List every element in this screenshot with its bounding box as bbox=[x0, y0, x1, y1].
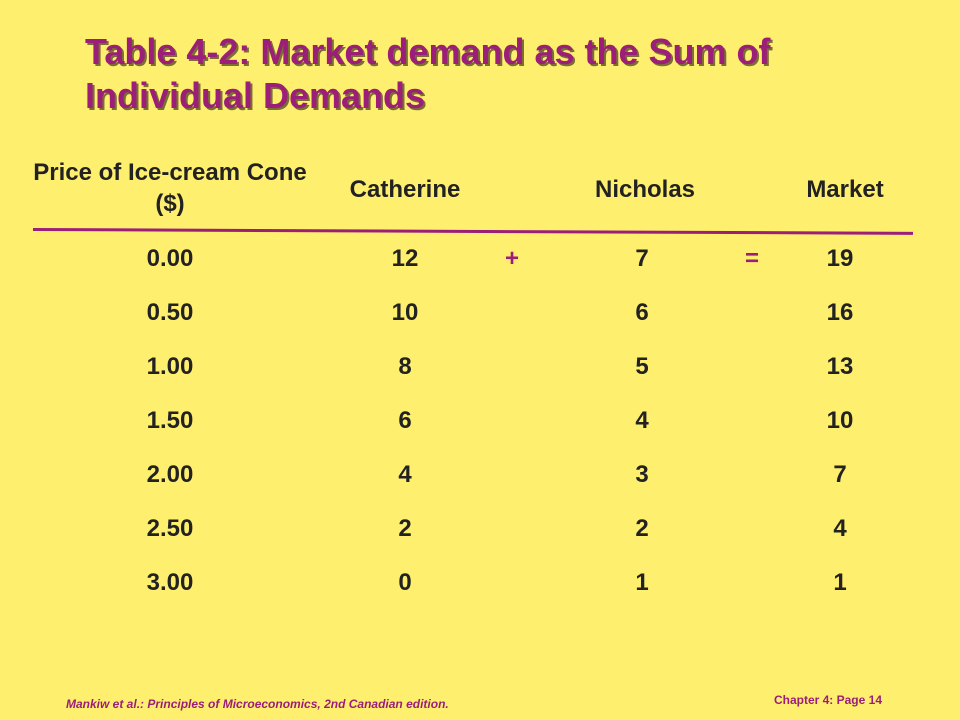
cell-catherine: 2 bbox=[398, 515, 412, 542]
cell-market: 19 bbox=[826, 245, 854, 272]
cell-nicholas: 1 bbox=[635, 569, 649, 596]
cell-catherine: 12 bbox=[391, 245, 419, 272]
header-catherine: Catherine bbox=[349, 176, 461, 203]
cell-catherine: 6 bbox=[398, 407, 412, 434]
footer-citation: Mankiw et al.: Principles of Microeconom… bbox=[66, 697, 449, 711]
cell-nicholas: 2 bbox=[635, 515, 649, 542]
header-market: Market bbox=[806, 176, 884, 203]
cell-catherine: 4 bbox=[398, 461, 412, 488]
equals-sign: = bbox=[744, 245, 759, 272]
cell-market: 4 bbox=[833, 515, 847, 542]
plus-sign: + bbox=[504, 245, 519, 272]
header-price: Price of Ice-cream Cone ($) bbox=[33, 159, 307, 217]
cell-nicholas: 4 bbox=[635, 407, 649, 434]
footer-page-number: Chapter 4: Page 14 bbox=[773, 693, 882, 707]
header-divider bbox=[32, 228, 913, 235]
cell-market: 10 bbox=[826, 407, 854, 434]
cell-catherine: 10 bbox=[391, 299, 419, 326]
cell-catherine: 8 bbox=[398, 353, 412, 380]
header-nicholas: Nicholas bbox=[594, 176, 696, 203]
cell-price: 2.00 bbox=[146, 461, 194, 488]
cell-catherine: 0 bbox=[398, 569, 412, 596]
cell-nicholas: 6 bbox=[635, 299, 649, 326]
slide-title: Table 4-2: Market demand as the Sum of I… bbox=[85, 31, 771, 116]
cell-market: 7 bbox=[833, 461, 847, 488]
cell-nicholas: 5 bbox=[635, 353, 649, 380]
cell-nicholas: 3 bbox=[635, 461, 649, 488]
cell-market: 13 bbox=[826, 353, 854, 380]
cell-market: 1 bbox=[833, 569, 847, 596]
cell-price: 1.00 bbox=[146, 353, 194, 380]
cell-market: 16 bbox=[826, 299, 854, 326]
cell-price: 2.50 bbox=[146, 515, 194, 542]
cell-price: 0.50 bbox=[146, 299, 194, 326]
cell-price: 3.00 bbox=[146, 569, 194, 596]
cell-nicholas: 7 bbox=[635, 245, 649, 272]
cell-price: 1.50 bbox=[146, 407, 194, 434]
cell-price: 0.00 bbox=[146, 245, 194, 272]
